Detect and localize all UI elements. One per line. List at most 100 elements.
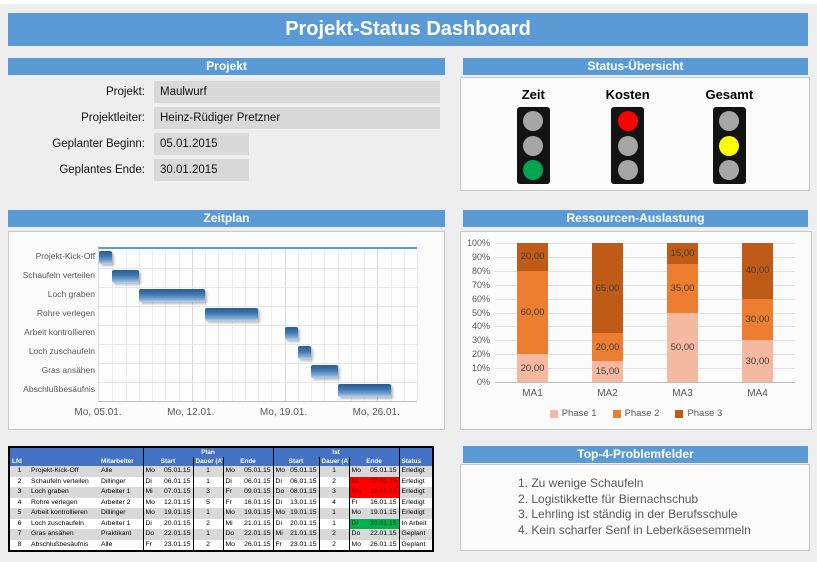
traffic-light-icon (516, 107, 550, 184)
table-header-row: Lfd Mitarbeiter Plan Ist Status (9, 447, 434, 466)
date-cell-content: Do 22.01.15 (352, 529, 397, 540)
resource-gridline (495, 256, 795, 258)
cell-mitarbeiter: Arbeiter 2 (101, 498, 131, 506)
cell-ist-ende: Mo 26.01.15 (349, 540, 399, 552)
table-row: 2 Schaufeln verteilen Dillinger Di 06.01.15 1… (9, 476, 434, 488)
field-value-cell[interactable]: Heinz-Rüdiger Pretzner (154, 107, 440, 129)
legend-label: Phase 1 (561, 408, 597, 419)
weekday-abbrev: Mo (225, 540, 235, 548)
header-lfd: Lfd (9, 447, 29, 466)
zeitplan-section-header: Zeitplan (8, 210, 445, 227)
date-value: 12.01.15 (370, 488, 397, 495)
problem-item: 2. Logistikkette für Biernachschub (518, 491, 699, 506)
weekday-abbrev: Do (275, 488, 285, 495)
cell-lfd: 3 (9, 487, 29, 498)
cell-plan-dauer: 1 (192, 508, 224, 519)
cell-ist-dauer: 4 (318, 497, 350, 508)
cell-status: Erledigt (398, 476, 434, 487)
date-cell-content: Mo 05.01.15 (276, 466, 317, 477)
cell-plan-ende: Fr 09.01.15 (223, 487, 274, 498)
cell-lfd: 6 (17, 519, 22, 527)
cell-plan-ende: Fr 16.01.15 (223, 498, 273, 509)
weekday-abbrev: Fr (225, 498, 232, 506)
resource-y-tick-label: 10% (471, 363, 490, 374)
gantt-task-label: Rohre verlegen (36, 308, 95, 318)
date-value: 12.01.15 (164, 498, 191, 506)
date-value: 19.01.15 (244, 509, 271, 516)
date-cell-content: Di 13.01.15 (276, 498, 317, 509)
resource-y-tick-label: 90% (471, 251, 490, 262)
cell-plan-start: Mo 12.01.15 (142, 497, 193, 508)
traffic-light-kosten: Kosten (606, 87, 650, 190)
resource-stacked-bar: 15,00 20,00 65,00 (592, 243, 623, 382)
date-cell-content: Di 20.01.15 (276, 519, 317, 530)
field-value-cell[interactable]: 05.01.2015 (154, 133, 249, 155)
weekday-abbrev: Di (275, 498, 282, 506)
traffic-light-label: Gesamt (705, 87, 754, 102)
traffic-light-label: Kosten (605, 87, 650, 102)
cell-status: Erledigt (398, 466, 434, 477)
cell-ist-start: Do 08.01.15 (272, 487, 320, 498)
field-row: Projektleiter: Heinz-Rüdiger Pretzner (8, 105, 445, 131)
traffic-light-icon (712, 107, 746, 184)
date-value: 06.01.15 (164, 477, 191, 485)
date-cell-content: Di 06.01.15 (276, 477, 317, 488)
gantt-chart-panel: Projekt-Kick-Off Schaufeln verteilen Loch … (8, 231, 445, 430)
resource-category-label: MA4 (747, 388, 768, 399)
weekday-abbrev: Mo (145, 498, 155, 506)
resource-gridline (495, 284, 795, 286)
legend-label: Phase 2 (624, 408, 660, 419)
field-value-cell[interactable]: 30.01.2015 (154, 159, 249, 181)
cell-lfd: 1 (9, 466, 29, 477)
resource-bar-slot: 20,00 60,00 20,00 (495, 243, 570, 382)
cell-mitarbeiter: Arbeiter 1 (101, 519, 131, 527)
date-cell-content: Di 06.01.15 (226, 477, 271, 488)
gantt-task-label: Abschlußbesäufnis (23, 384, 95, 394)
date-value: 26.01.15 (370, 540, 397, 548)
resource-bar-segment: 20,00 (517, 243, 548, 271)
gantt-row-line (99, 306, 417, 307)
gantt-row-line (99, 325, 417, 326)
date-cell-content: Mo 19.01.15 (276, 508, 317, 519)
gantt-axis-tick-label: Mo, 05.01. (74, 407, 122, 418)
resource-y-tick-label: 50% (471, 307, 490, 318)
resource-bar-segment: 60,00 (517, 270, 548, 355)
field-row: Geplanter Beginn: 05.01.2015 (8, 131, 445, 157)
cell-lfd: 8 (17, 540, 22, 548)
date-cell-content: Fr 16.01.15 (226, 498, 271, 509)
date-value: 21.01.15 (244, 519, 271, 527)
header-plan-dauer: Dauer (AT) (192, 457, 224, 466)
resource-bar-segment: 30,00 (742, 340, 773, 382)
date-cell-content: Mo 12.01.15 (352, 487, 397, 498)
weekday-abbrev: Di (145, 519, 152, 527)
table-header: Lfd Mitarbeiter Plan Ist Status Start Dauer (A… (9, 447, 434, 466)
date-value: 06.01.15 (244, 477, 271, 485)
cell-ist-dauer: 1 (318, 508, 350, 519)
cell-ist-start: Di 06.01.15 (272, 476, 320, 488)
legend-item: Phase 2 (612, 408, 660, 419)
resource-bar-segment: 30,00 (742, 298, 773, 341)
table-row: 8 Abschlußbesäufnis Alle Fr 23.01.15 2 Mo 26.01… (9, 539, 434, 552)
traffic-light-zeit: Zeit (516, 87, 550, 190)
header-plan-start: Start (142, 457, 193, 466)
resource-bar-slot: 30,00 30,00 40,00 (720, 243, 795, 382)
resource-y-axis: 0% 10% 20% 30% 40% 50% 60% 70% 80% 90% 100% (461, 238, 490, 387)
cell-task: Gras ansähen (29, 529, 99, 540)
weekday-abbrev: Mo (145, 467, 155, 474)
inactive-bulb (523, 111, 544, 132)
cell-plan-ende: Di 06.01.15 (223, 477, 273, 488)
cell-task: Abschlußbesäufnis (31, 540, 89, 548)
date-cell-content: Mo 19.01.15 (226, 508, 271, 519)
resource-gridline (495, 354, 795, 356)
date-value: 05.01.15 (244, 467, 271, 474)
field-value-cell[interactable]: Maulwurf (154, 81, 440, 103)
gantt-row-line (99, 344, 417, 345)
date-cell-content: Do 22.01.15 (226, 529, 271, 540)
cell-lfd: 2 (17, 477, 22, 485)
gantt-plot-area (98, 247, 418, 402)
table-body: 1 Projekt-Kick-Off Alle Mo 05.01.15 1 Mo 05.01.… (9, 466, 434, 552)
resource-y-tick-label: 40% (471, 321, 490, 332)
resource-stacked-bar: 50,00 35,00 15,00 (667, 243, 698, 382)
cell-status: Erledigt (398, 487, 434, 498)
